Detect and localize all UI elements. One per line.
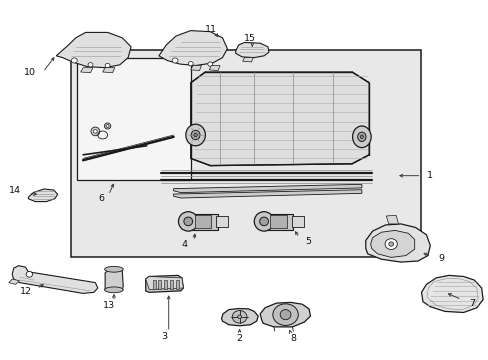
Ellipse shape [178,212,198,231]
Ellipse shape [185,124,205,146]
Bar [164,280,167,289]
Polygon shape [242,58,253,62]
Text: 12: 12 [20,287,31,296]
Text: 11: 11 [205,25,217,34]
Ellipse shape [193,133,197,137]
Ellipse shape [93,130,97,133]
Text: 8: 8 [290,334,296,343]
Text: 1: 1 [427,171,432,180]
Polygon shape [365,224,429,262]
Polygon shape [9,279,20,284]
Polygon shape [56,32,131,68]
Ellipse shape [104,287,123,293]
Text: 2: 2 [236,334,242,343]
Ellipse shape [237,315,241,319]
Bar [158,280,161,289]
Polygon shape [190,66,201,71]
Polygon shape [28,189,58,202]
Ellipse shape [104,123,110,129]
Polygon shape [145,276,183,289]
Ellipse shape [254,212,273,231]
Ellipse shape [88,63,93,67]
Ellipse shape [232,310,246,323]
Ellipse shape [388,242,393,246]
Text: 10: 10 [24,68,36,77]
Polygon shape [173,184,361,193]
Text: 14: 14 [9,186,20,195]
Ellipse shape [357,132,365,141]
Ellipse shape [280,310,290,320]
Ellipse shape [191,130,200,140]
Bar [270,215,286,228]
Ellipse shape [105,63,110,68]
Ellipse shape [385,239,397,249]
Ellipse shape [352,126,370,148]
Polygon shape [386,215,398,224]
Polygon shape [370,230,414,257]
Ellipse shape [360,135,363,139]
Polygon shape [105,268,123,291]
Polygon shape [209,66,220,71]
Ellipse shape [188,62,193,66]
Polygon shape [260,302,310,327]
Text: 9: 9 [437,254,443,263]
Text: 15: 15 [244,35,256,44]
Polygon shape [221,309,258,326]
Ellipse shape [259,217,268,226]
Polygon shape [81,68,93,73]
Ellipse shape [207,62,212,66]
Ellipse shape [272,304,298,325]
Bar [152,280,155,289]
Polygon shape [12,266,98,293]
Bar [170,280,173,289]
Ellipse shape [172,58,178,63]
Text: 13: 13 [102,302,114,310]
Polygon shape [173,190,361,198]
Ellipse shape [104,266,123,272]
Polygon shape [190,72,368,166]
Text: 6: 6 [99,194,104,203]
Bar [264,214,293,230]
Ellipse shape [106,125,109,127]
Bar [216,216,228,227]
Polygon shape [145,275,183,292]
Bar [291,216,304,227]
Text: 5: 5 [305,237,310,246]
Bar [71,50,420,257]
Ellipse shape [71,58,77,63]
Text: 7: 7 [468,299,474,307]
Polygon shape [159,31,227,66]
Ellipse shape [183,217,192,226]
Ellipse shape [91,127,100,136]
Bar [176,280,179,289]
Ellipse shape [26,271,32,277]
Text: 4: 4 [182,240,187,249]
Bar [77,58,190,180]
Polygon shape [102,68,115,73]
Bar [188,214,217,230]
Text: 3: 3 [161,332,166,341]
Bar [194,215,211,228]
Polygon shape [235,42,268,58]
Polygon shape [421,275,482,312]
